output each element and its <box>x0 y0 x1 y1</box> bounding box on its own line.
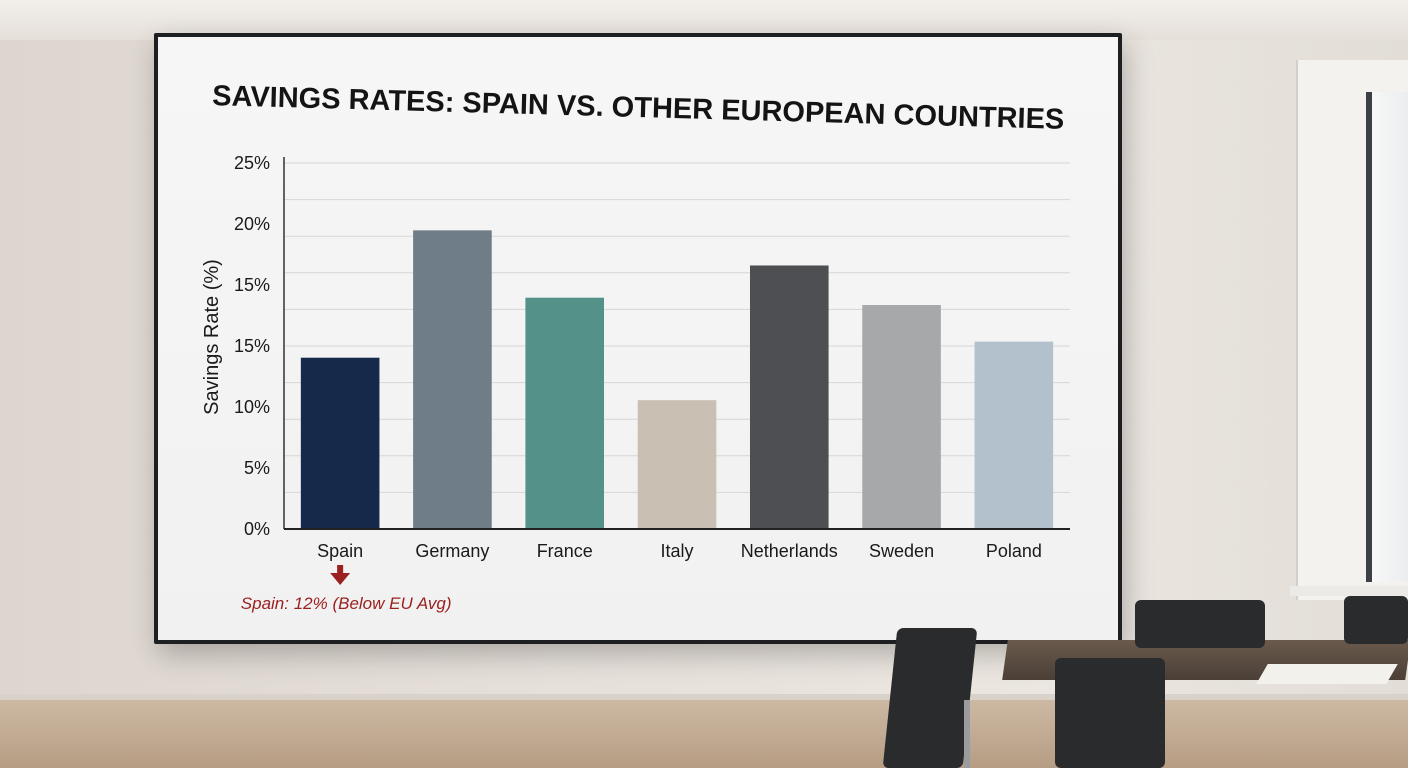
bars <box>300 230 1054 529</box>
y-tick-label: 10% <box>234 397 270 417</box>
savings-rate-chart: SAVINGS RATES: SPAIN VS. OTHER EUROPEAN … <box>201 80 1070 613</box>
annotation-text: Spain: 12% (Below EU Avg) <box>241 594 452 613</box>
display-screen: SAVINGS RATES: SPAIN VS. OTHER EUROPEAN … <box>154 33 1122 644</box>
bar-france <box>525 297 605 529</box>
axes <box>283 157 1070 530</box>
baseboard <box>0 694 1408 702</box>
chart-title: SAVINGS RATES: SPAIN VS. OTHER EUROPEAN … <box>212 80 1065 136</box>
window-sill <box>1290 586 1408 596</box>
x-tick-label: Netherlands <box>741 541 838 561</box>
y-tick-label: 20% <box>234 214 270 234</box>
paper-on-table <box>1256 664 1398 684</box>
y-tick-label: 25% <box>234 153 270 173</box>
bar-spain <box>300 357 380 529</box>
y-tick-label: 5% <box>244 458 270 478</box>
x-tick-label: Poland <box>986 541 1042 561</box>
y-tick-label: 0% <box>244 519 270 539</box>
y-tick-label: 15% <box>234 336 270 356</box>
x-tick-label: France <box>537 541 593 561</box>
bar-netherlands <box>749 265 829 529</box>
floor <box>0 700 1408 768</box>
y-tick-label: 15% <box>234 275 270 295</box>
x-tick-label: Sweden <box>869 541 934 561</box>
chair-front-right <box>1055 658 1165 768</box>
x-tick-label: Italy <box>660 541 693 561</box>
down-arrow-icon <box>330 573 351 585</box>
bar-italy <box>637 400 717 529</box>
window-glass <box>1366 92 1408 582</box>
bar-poland <box>974 341 1054 529</box>
bar-sweden <box>862 305 941 529</box>
chair-back-right <box>1344 596 1408 644</box>
bar-germany <box>413 230 492 529</box>
y-axis-label: Savings Rate (%) <box>201 259 223 415</box>
x-tick-label: Spain <box>317 541 363 561</box>
chair-armrest <box>964 700 970 768</box>
x-tick-label: Germany <box>415 541 489 561</box>
annotation-arrow-shaft <box>337 565 344 573</box>
screen-surface: SAVINGS RATES: SPAIN VS. OTHER EUROPEAN … <box>158 37 1118 640</box>
chair-back-left <box>1135 600 1265 648</box>
